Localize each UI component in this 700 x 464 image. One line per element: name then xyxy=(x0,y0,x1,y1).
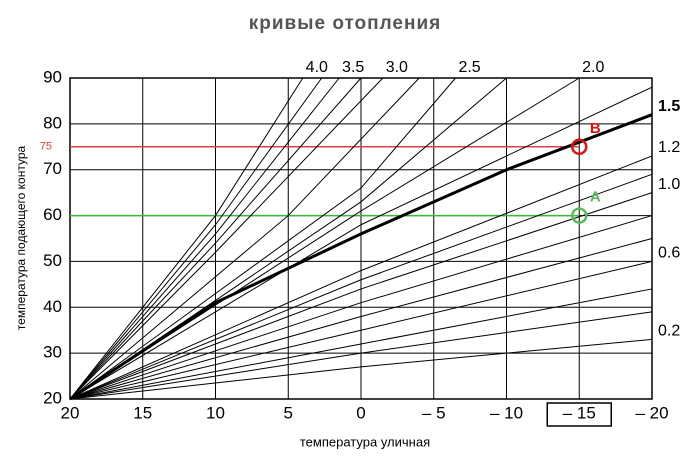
y-tick-label: 80 xyxy=(43,113,62,132)
x-tick-label: – 10 xyxy=(490,403,523,422)
reference-label: 75 xyxy=(40,141,52,153)
curve-label: 2.0 xyxy=(582,59,604,76)
x-tick-label: 10 xyxy=(206,403,225,422)
x-tick-label: 15 xyxy=(133,403,152,422)
curve xyxy=(69,260,653,400)
curve xyxy=(69,77,304,400)
curve xyxy=(69,86,653,400)
curve xyxy=(69,155,653,400)
y-tick-label: 90 xyxy=(43,67,62,86)
curve-label: 2.5 xyxy=(458,59,480,76)
y-axis-label: температура подающего контура xyxy=(14,145,28,330)
point-marker xyxy=(571,138,588,156)
point-label: A xyxy=(590,189,601,206)
curve xyxy=(69,77,362,400)
curve xyxy=(69,238,653,400)
y-tick-label: 70 xyxy=(43,159,62,178)
curve xyxy=(69,311,653,400)
point-label: B xyxy=(590,120,601,137)
y-tick-label: 30 xyxy=(43,343,62,362)
curve xyxy=(69,215,653,400)
curve-label: 1.5 xyxy=(658,98,680,115)
curve xyxy=(69,288,653,400)
curve xyxy=(69,77,384,400)
x-tick-label: – 15 xyxy=(563,403,596,422)
curve xyxy=(69,77,456,400)
x-tick-label: – 5 xyxy=(422,403,446,422)
x-tick-label: 5 xyxy=(284,403,293,422)
curve-label: 0.2 xyxy=(658,323,680,340)
x-axis-label: температура уличная xyxy=(300,434,430,449)
curve xyxy=(69,77,420,400)
curve-label: 1.2 xyxy=(658,139,680,156)
y-tick-label: 50 xyxy=(43,251,62,270)
curve xyxy=(69,173,653,400)
curve-label: 1.0 xyxy=(658,176,680,193)
curve xyxy=(69,192,653,400)
y-tick-label: 20 xyxy=(43,388,62,407)
curve-label: 0.6 xyxy=(658,245,680,262)
y-tick-label: 40 xyxy=(43,297,62,316)
curve-label: 3.0 xyxy=(386,59,408,76)
y-tick-label: 60 xyxy=(43,205,62,224)
curve xyxy=(69,113,653,401)
curve-label: 3.5 xyxy=(342,59,364,76)
curve xyxy=(69,338,653,400)
point-marker xyxy=(571,207,588,224)
curve xyxy=(69,77,340,400)
x-tick-label: – 20 xyxy=(635,403,668,422)
curve xyxy=(69,77,323,400)
x-tick-label: 0 xyxy=(356,403,365,422)
chart-title: кривые отопления xyxy=(249,13,441,34)
tick-highlight-box xyxy=(546,402,612,427)
x-tick-label: 20 xyxy=(61,403,80,422)
curve-label: 4.0 xyxy=(306,59,328,76)
